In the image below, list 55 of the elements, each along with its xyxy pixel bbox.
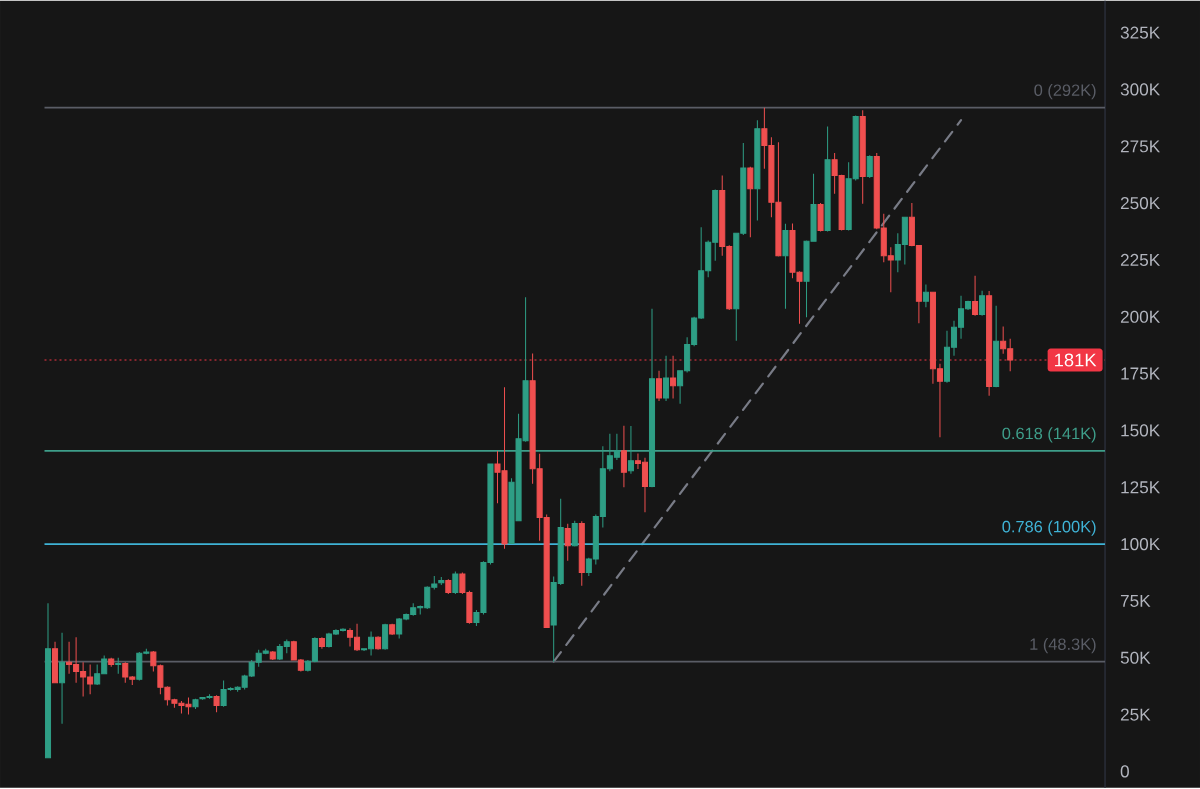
candlestick: [52, 641, 59, 684]
y-tick-label: 225K: [1120, 254, 1161, 267]
y-tick-label: 75K: [1120, 595, 1151, 608]
candlestick: [986, 290, 993, 397]
candlestick: [782, 223, 789, 310]
y-tick-label: 125K: [1121, 481, 1161, 494]
candlestick: [213, 694, 220, 714]
candlestick: [922, 284, 929, 308]
y-tick-label: 325K: [1120, 26, 1161, 39]
candlestick: [108, 657, 115, 668]
candlestick: [318, 637, 325, 650]
candlestick: [269, 650, 276, 661]
ref-line-label: 0 (292K): [1034, 84, 1096, 100]
candlestick: [817, 202, 824, 233]
candlestick: [438, 576, 445, 586]
y-tick-label: 200K: [1120, 310, 1161, 324]
candlestick: [747, 166, 754, 238]
candlestick: [670, 355, 677, 400]
candlestick: [754, 120, 761, 222]
y-tick-label: 250K: [1120, 197, 1161, 210]
candlestick: [627, 425, 634, 475]
y-tick-label: 275K: [1120, 140, 1161, 153]
candlestick: [859, 110, 866, 205]
candlestick: [192, 698, 199, 710]
y-tick-label: 100K: [1121, 538, 1161, 551]
candlestick: [972, 275, 979, 317]
candlestick: [115, 657, 122, 675]
candlestick: [389, 623, 396, 636]
candlestick: [993, 305, 1000, 388]
ref-line-label: 181K: [1055, 353, 1097, 367]
y-tick-label: 300K: [1120, 83, 1161, 96]
candlestick: [620, 425, 627, 488]
candlestick: [571, 520, 578, 548]
candlestick: [452, 571, 459, 595]
candlestick: [44, 602, 52, 759]
candlestick: [382, 623, 389, 651]
candlestick: [578, 521, 585, 587]
candlestick: [59, 632, 66, 725]
candlestick: [564, 523, 571, 562]
candlestick: [648, 308, 656, 488]
y-tick-label: 50K: [1120, 651, 1151, 665]
ref-line-label: 0.618 (141K): [1002, 427, 1096, 443]
candlestick: [663, 355, 670, 402]
candlestick: [979, 290, 986, 317]
candlestick: [656, 370, 663, 402]
candlestick: [445, 579, 452, 595]
ref-line-label: 0.786 (100K): [1002, 520, 1096, 536]
y-tick-label: 25K: [1120, 708, 1151, 721]
candlestick: [824, 126, 831, 233]
y-tick-label: 150K: [1121, 424, 1161, 437]
ref-line-label: 1 (48.3K): [1030, 638, 1096, 654]
candlestick: [866, 155, 873, 179]
candlestick: [375, 635, 382, 651]
y-tick-label: 0: [1120, 765, 1129, 778]
y-tick-label: 175K: [1121, 367, 1161, 380]
